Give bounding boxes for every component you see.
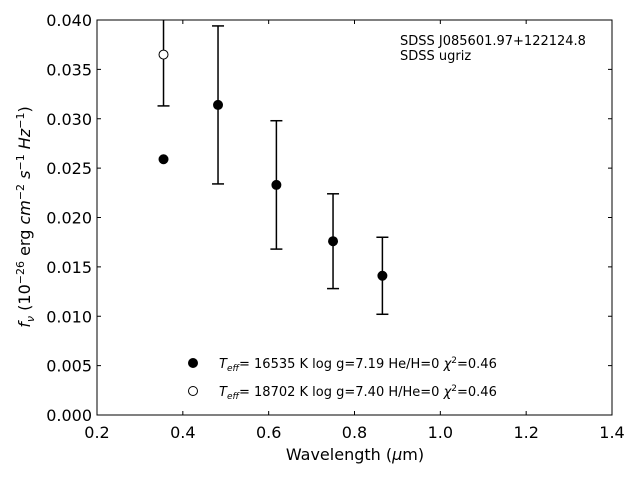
y-tick-label: 0.035 xyxy=(46,60,92,79)
y-tick-label: 0.005 xyxy=(46,357,92,376)
filter-set-annotation: SDSS ugriz xyxy=(400,49,471,64)
legend-label-filled: Teff= 16535 K log g=7.19 He/H=0 χ2=0.46 xyxy=(219,356,497,374)
y-axis-title: fν (10−26 erg cm−2 s−1 Hz−1) xyxy=(14,106,37,327)
error-bars xyxy=(157,20,389,316)
y-tick-label: 0.025 xyxy=(46,159,92,178)
data-point-filled xyxy=(213,99,224,110)
legend-marker-filled xyxy=(188,358,198,368)
y-axis-ticks: 0.000 0.005 0.010 0.015 0.020 0.025 0.030 0.035… xyxy=(46,11,612,425)
x-tick-label: 1.2 xyxy=(513,423,538,442)
y-tick-label: 0.010 xyxy=(46,307,92,326)
data-point-filled xyxy=(328,236,339,247)
data-markers xyxy=(158,49,388,281)
plot-frame xyxy=(96,19,613,416)
legend: Teff= 16535 K log g=7.19 He/H=0 χ2=0.46 … xyxy=(188,356,497,402)
y-tick-label: 0.015 xyxy=(46,258,92,277)
x-tick-label: 0.8 xyxy=(342,423,367,442)
x-tick-label: 0.2 xyxy=(84,423,109,442)
x-tick-label: 0.6 xyxy=(256,423,281,442)
y-tick-label: 0.020 xyxy=(46,209,92,228)
y-tick-label: 0.030 xyxy=(46,110,92,129)
data-point-open xyxy=(158,49,169,60)
data-point-filled xyxy=(271,179,282,190)
legend-label-open: Teff= 18702 K log g=7.40 H/He=0 χ2=0.46 xyxy=(219,384,497,402)
y-tick-label: 0.040 xyxy=(46,11,92,30)
legend-marker-open xyxy=(188,386,198,396)
y-tick-label: 0.000 xyxy=(46,406,92,425)
data-point-filled xyxy=(158,154,169,165)
x-tick-label: 1.0 xyxy=(428,423,453,442)
x-tick-label: 0.4 xyxy=(170,423,195,442)
object-name-annotation: SDSS J085601.97+122124.8 xyxy=(400,34,586,49)
x-tick-label: 1.4 xyxy=(599,423,624,442)
x-axis-title: Wavelength (μm) xyxy=(286,445,424,464)
data-point-filled xyxy=(377,270,388,281)
x-axis-ticks: 0.2 0.4 0.6 0.8 1.0 1.2 1.4 xyxy=(84,20,625,442)
